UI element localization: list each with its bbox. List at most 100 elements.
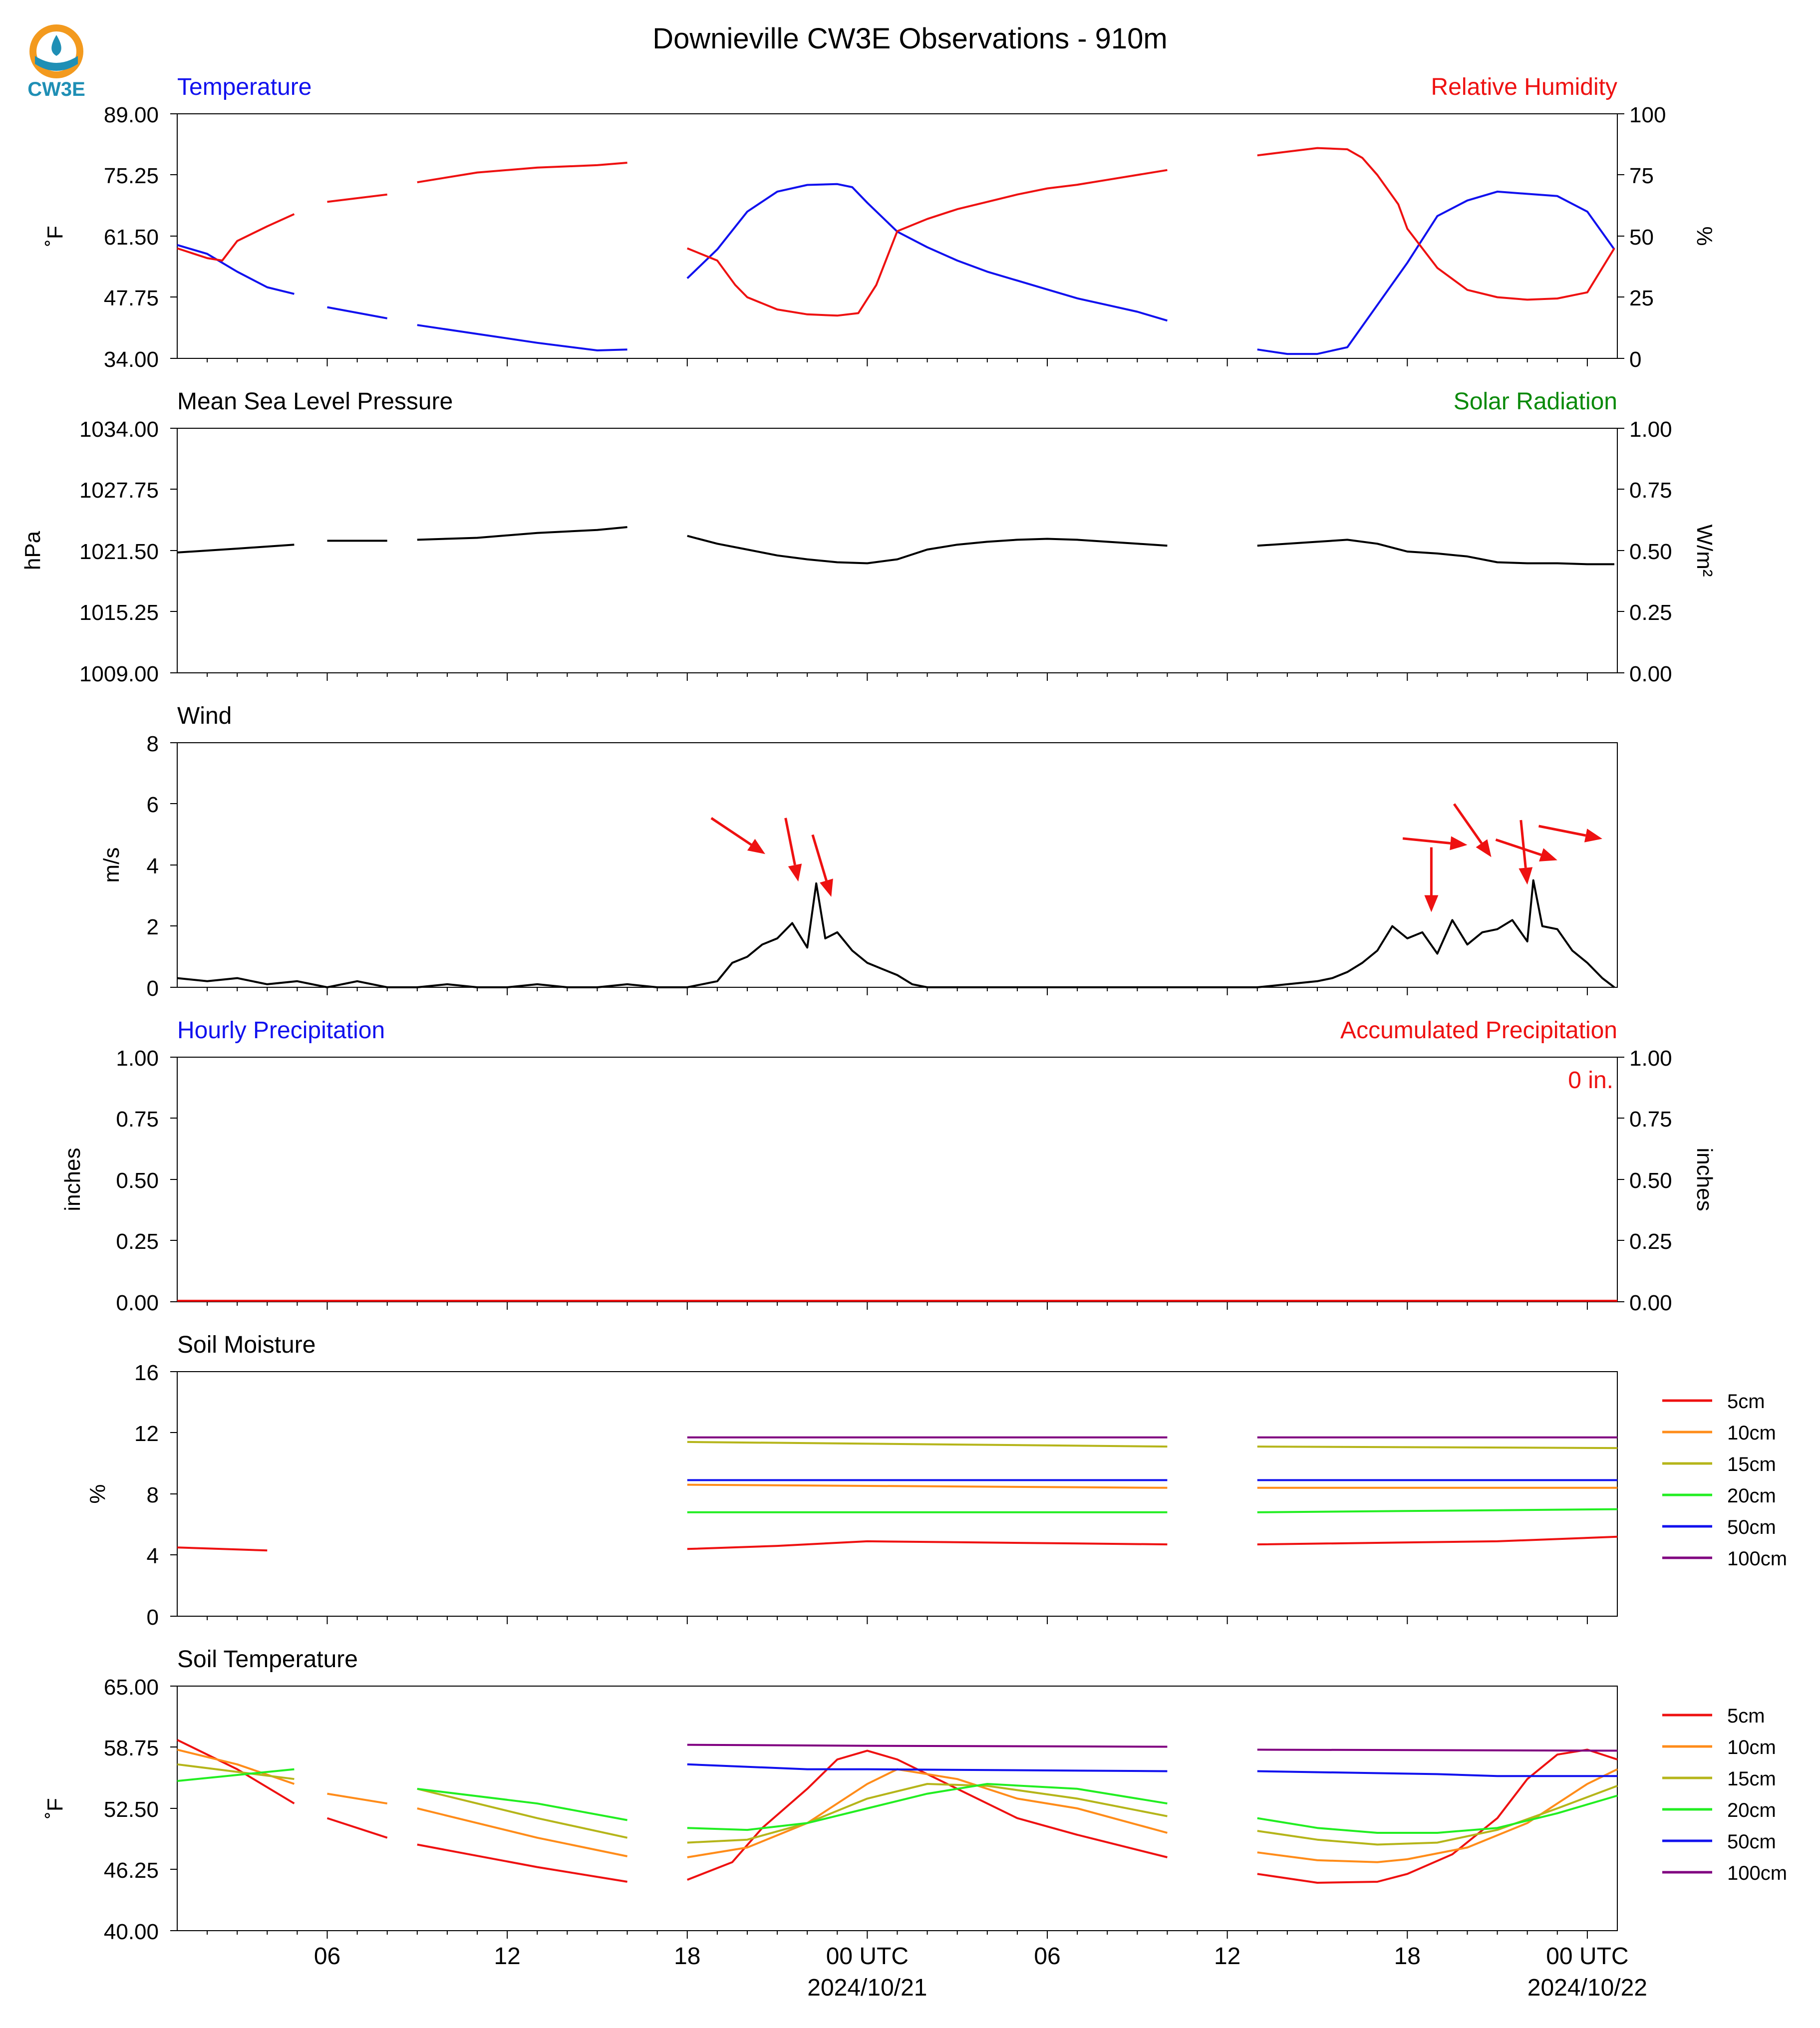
soil-temperature-panel: Soil Temperature 65.00 58.75 52.50 46.25… [43, 1646, 1787, 1944]
wind-arrow-1 [784, 818, 802, 882]
wind-tick-0: 8 [147, 732, 159, 756]
sm-legend-10cm: 10cm [1727, 1422, 1776, 1444]
soil-temperature-left-ticks: 65.00 58.75 52.50 46.25 40.00 [104, 1675, 177, 1944]
solar-tick-0: 1.00 [1629, 417, 1672, 442]
wind-arrow-head-6 [1518, 867, 1533, 885]
st-tick-0: 65.00 [104, 1675, 159, 1700]
soil-temperature-series [177, 1739, 1618, 1884]
solar-tick-2: 0.50 [1629, 540, 1672, 564]
rh-line-segment-0 [177, 213, 295, 262]
rh-series [177, 147, 1615, 317]
sm-legend-15cm: 15cm [1727, 1453, 1776, 1475]
wind-arrow-0 [710, 817, 765, 855]
soil-moisture-5cm-segment-4 [1257, 1535, 1618, 1546]
wind-arrow-3 [1424, 847, 1439, 912]
wind-arrow-shaft-1 [784, 818, 796, 866]
pressure-series [177, 526, 1614, 566]
soil-temperature-20cm-segment-3 [687, 1783, 1168, 1831]
x-tick-label-4: 06 [1034, 1943, 1060, 1970]
st-tick-3: 46.25 [104, 1858, 159, 1883]
pressure-line-segment-0 [177, 544, 295, 554]
soil-moisture-5cm-segment-0 [177, 1546, 268, 1552]
soil-temperature-frame [177, 1686, 1618, 1931]
temp-tick-1: 75.25 [104, 164, 159, 188]
soil-moisture-title: Soil Moisture [177, 1332, 315, 1358]
precip-left-unit: inches [60, 1148, 85, 1211]
soil-temperature-unit: ˚F [43, 1798, 67, 1819]
x-tick-label-0: 06 [314, 1943, 340, 1970]
st-tick-2: 52.50 [104, 1797, 159, 1822]
sm-legend-100cm: 100cm [1727, 1548, 1787, 1570]
soil-temperature-10cm-segment-4 [1257, 1768, 1618, 1863]
x-tick-label-2: 18 [674, 1943, 700, 1970]
soil-temperature-20cm-segment-4 [1257, 1794, 1618, 1834]
pressure-line-segment-2 [417, 526, 627, 541]
solar-title: Solar Radiation [1454, 388, 1617, 415]
pres-tick-2: 1021.50 [79, 540, 159, 564]
pres-tick-3: 1015.25 [79, 600, 159, 625]
x-tick-label-7: 00 UTC [1546, 1943, 1628, 1970]
wind-arrow-2 [811, 834, 833, 897]
soil-temperature-15cm-segment-3 [687, 1783, 1168, 1844]
x-tick-label-5: 12 [1214, 1943, 1240, 1970]
x-date-label-3: 2024/10/21 [807, 1975, 927, 2001]
soil-temperature-15cm-segment-0 [177, 1763, 295, 1780]
hourly-precip-title: Hourly Precipitation [177, 1017, 385, 1044]
precip-right-unit: inches [1692, 1148, 1717, 1211]
x-tick-label-1: 12 [494, 1943, 520, 1970]
wind-arrow-shaft-2 [811, 834, 828, 881]
soil-moisture-5cm-segment-3 [687, 1540, 1168, 1550]
solar-tick-4: 0.00 [1629, 662, 1672, 686]
temperature-series [177, 183, 1615, 355]
soil-temperature-10cm-segment-1 [327, 1792, 388, 1805]
time-axis-labels: 06 12 18 00 UTC 2024/10/21 06 12 18 00 UTC 2024/1… [314, 1943, 1647, 2001]
soil-temperature-5cm-segment-0 [177, 1739, 295, 1804]
rh-tick-2: 50 [1629, 225, 1654, 250]
x-tick-label-6: 18 [1394, 1943, 1421, 1970]
st-legend-10cm: 10cm [1727, 1737, 1776, 1758]
temperature-line-segment-2 [417, 324, 627, 351]
temperature-line-segment-0 [177, 244, 295, 295]
wind-arrow-shaft-6 [1519, 820, 1527, 868]
temperature-line-segment-1 [327, 306, 388, 319]
wind-arrow-7 [1495, 838, 1557, 862]
temperature-title: Temperature [177, 74, 311, 100]
soil-moisture-series [177, 1436, 1618, 1552]
wind-tick-1: 6 [147, 793, 159, 817]
pres-tick-0: 1034.00 [79, 417, 159, 442]
st-legend-100cm: 100cm [1727, 1862, 1787, 1884]
soil-temperature-15cm-segment-2 [417, 1787, 628, 1839]
wind-arrow-head-0 [747, 839, 765, 855]
soil-temperature-100cm-segment-3 [687, 1743, 1168, 1748]
wind-panel: Wind 8 6 4 2 0 m/s [99, 703, 1618, 1001]
temperature-unit: ˚F [43, 226, 67, 247]
wind-arrow-shaft-7 [1495, 838, 1542, 856]
rh-line-segment-4 [1257, 147, 1615, 301]
soil-temperature-50cm-segment-3 [687, 1763, 1168, 1772]
soil-temperature-15cm-segment-4 [1257, 1785, 1618, 1846]
wind-series [177, 879, 1615, 988]
precip-tick-1: 0.75 [116, 1107, 159, 1132]
x-date-label-7: 2024/10/22 [1527, 1975, 1647, 2001]
sm-tick-4: 0 [147, 1605, 159, 1630]
pressure-line-segment-3 [687, 535, 1168, 565]
temperature-line-segment-4 [1257, 190, 1615, 355]
wind-direction-arrows [710, 803, 1602, 912]
temp-tick-2: 61.50 [104, 225, 159, 250]
soil-moisture-20cm-segment-4 [1257, 1508, 1618, 1513]
temperature-line-segment-3 [686, 183, 1168, 322]
soil-moisture-panel: Soil Moisture 16 12 8 4 0 % 5cm 10cm 15c… [85, 1332, 1787, 1630]
rh-tick-3: 25 [1629, 286, 1654, 310]
st-legend-20cm: 20cm [1727, 1799, 1776, 1821]
accum-tick-4: 0.00 [1629, 1291, 1672, 1315]
soil-moisture-10cm-segment-3 [687, 1483, 1168, 1489]
sm-tick-1: 12 [134, 1422, 159, 1446]
rh-tick-1: 75 [1629, 164, 1654, 188]
soil-temperature-20cm-segment-2 [417, 1787, 627, 1821]
solar-right-ticks: 1.00 0.75 0.50 0.25 0.00 [1617, 417, 1672, 686]
wind-arrow-head-8 [1584, 829, 1602, 843]
soil-moisture-15cm-segment-3 [687, 1441, 1168, 1448]
wind-arrow-head-4 [1450, 836, 1468, 851]
soil-temperature-10cm-segment-3 [687, 1768, 1168, 1858]
wind-arrow-6 [1518, 820, 1533, 885]
